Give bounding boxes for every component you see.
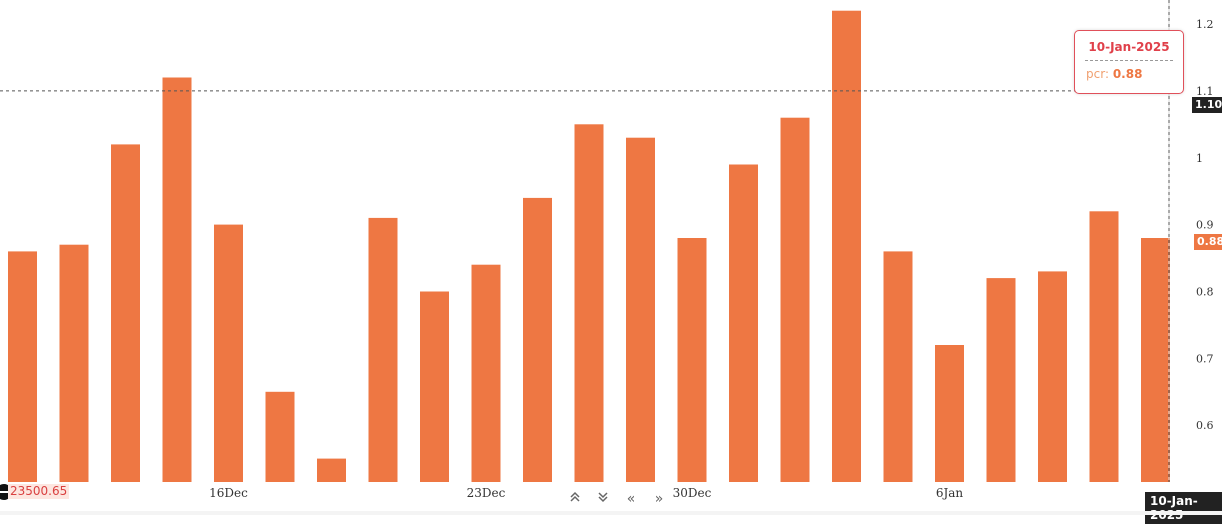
bar: [214, 224, 243, 482]
bar: [1089, 211, 1119, 483]
tooltip-separator: [1085, 60, 1173, 61]
bar: [8, 251, 37, 482]
bar: [626, 137, 655, 482]
crosshair-value-badge: 1.10: [1192, 97, 1222, 113]
x-tick-label: 16Dec: [209, 486, 248, 500]
x-tick-label: 23Dec: [467, 486, 506, 500]
bar: [59, 244, 89, 482]
price-label: 23500.65: [8, 484, 70, 499]
tooltip-date: 10-Jan-2025: [1088, 40, 1170, 54]
zoom-out-button[interactable]: [592, 490, 614, 508]
y-tick-label: 0.9: [1196, 219, 1214, 232]
y-ticks-group: 0.6 0.7 0.8 0.9 1 1.1 1.2: [1196, 18, 1214, 432]
bottom-strip: [0, 511, 1222, 515]
crosshair-date-badge: 10-Jan-2025: [1145, 492, 1222, 524]
bar: [471, 264, 501, 482]
y-tick-label: 0.6: [1196, 419, 1214, 432]
y-tick-label: 1: [1196, 152, 1203, 165]
bar: [1038, 271, 1067, 482]
scroll-left-button[interactable]: «: [626, 491, 636, 507]
bar: [780, 117, 810, 482]
zoom-in-button[interactable]: [564, 490, 586, 508]
bar: [523, 197, 552, 482]
double-chevron-down-icon: [598, 492, 608, 503]
tooltip-key: pcr:: [1086, 67, 1109, 81]
bar: [729, 164, 758, 482]
tooltip-row: pcr: 0.88: [1086, 67, 1142, 81]
x-tick-label: 30Dec: [673, 486, 712, 500]
scroll-right-button[interactable]: »: [654, 491, 664, 507]
double-chevron-up-icon: [570, 491, 580, 502]
y-tick-label: 0.7: [1196, 352, 1214, 365]
bar: [111, 144, 140, 482]
bar: [265, 391, 295, 482]
bar: [883, 251, 913, 482]
bar: [162, 77, 192, 482]
bar: [368, 217, 398, 482]
bar: [832, 10, 861, 482]
tooltip-value: 0.88: [1112, 67, 1143, 81]
last-value-badge: 0.88: [1194, 234, 1222, 250]
x-ticks-group: 16Dec 23Dec 30Dec 6Jan: [209, 486, 963, 500]
y-tick-label: 0.8: [1196, 286, 1214, 299]
y-tick-label: 1.1: [1196, 85, 1214, 98]
tooltip: 10-Jan-2025 pcr: 0.88: [1074, 30, 1184, 94]
x-tick-label: 6Jan: [936, 486, 964, 500]
bar: [420, 291, 449, 482]
bar: [1141, 238, 1170, 482]
bar: [677, 238, 707, 482]
bar: [317, 458, 346, 482]
bar: [574, 124, 604, 483]
bar: [935, 345, 964, 482]
bars-group: [8, 10, 1170, 483]
y-tick-label: 1.2: [1196, 18, 1214, 31]
bar: [986, 278, 1016, 482]
